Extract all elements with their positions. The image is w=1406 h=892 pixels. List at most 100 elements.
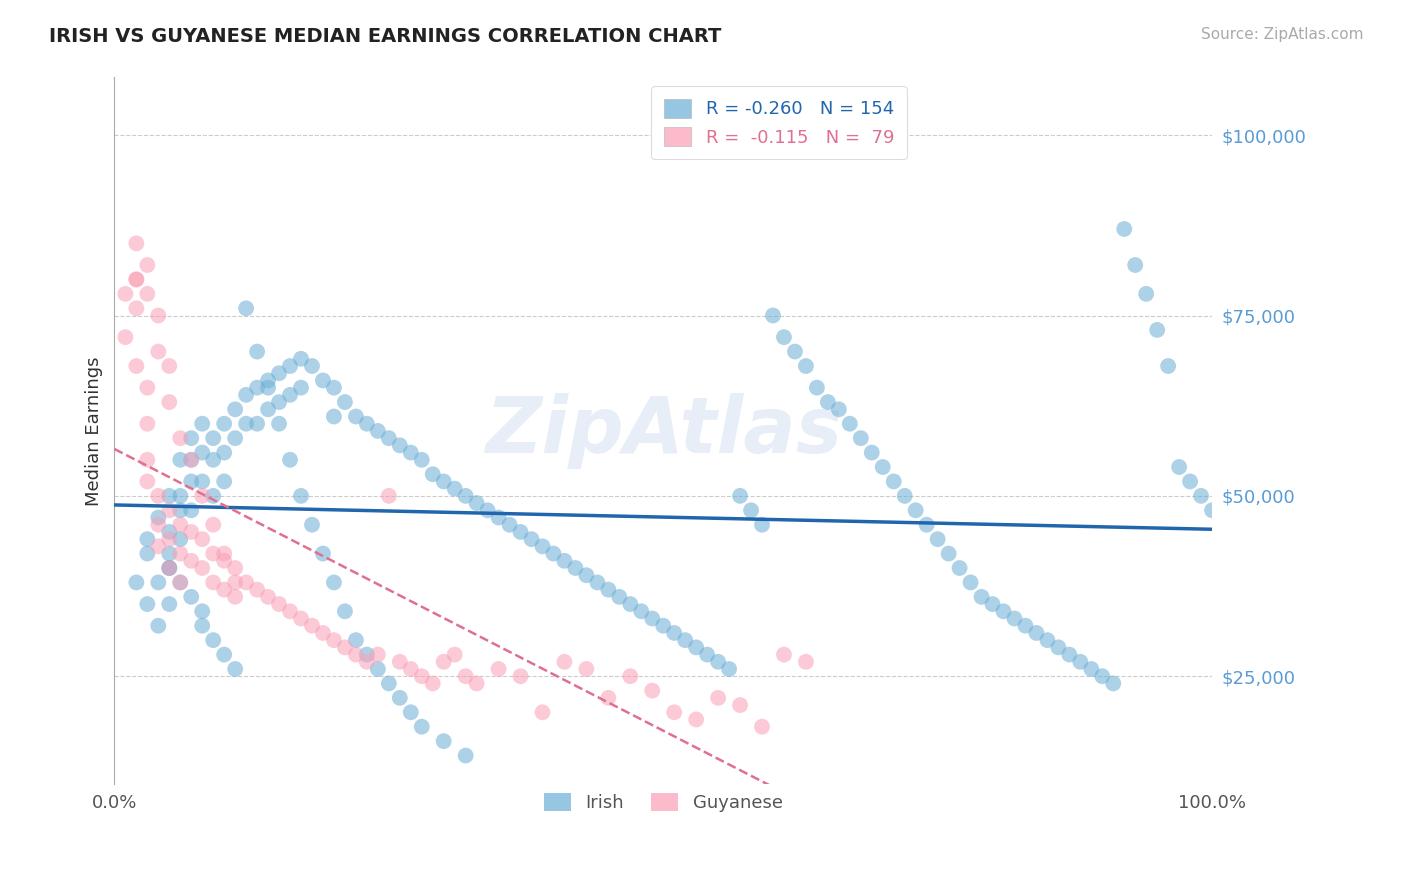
Point: [323, 409, 346, 424]
Point: [136, 417, 159, 431]
Point: [148, 489, 170, 503]
Point: [301, 618, 323, 632]
Point: [169, 503, 191, 517]
Point: [157, 561, 180, 575]
Point: [224, 561, 246, 575]
Point: [333, 395, 356, 409]
Point: [1091, 669, 1114, 683]
Point: [290, 381, 312, 395]
Point: [267, 366, 290, 380]
Point: [641, 611, 664, 625]
Point: [465, 676, 488, 690]
Point: [927, 532, 949, 546]
Point: [136, 258, 159, 272]
Point: [883, 475, 905, 489]
Point: [157, 597, 180, 611]
Point: [246, 381, 269, 395]
Point: [148, 575, 170, 590]
Point: [212, 417, 235, 431]
Point: [652, 618, 675, 632]
Point: [783, 344, 806, 359]
Point: [893, 489, 915, 503]
Point: [301, 517, 323, 532]
Text: IRISH VS GUYANESE MEDIAN EARNINGS CORRELATION CHART: IRISH VS GUYANESE MEDIAN EARNINGS CORREL…: [49, 27, 721, 45]
Point: [180, 475, 202, 489]
Point: [630, 604, 652, 618]
Point: [367, 424, 389, 438]
Point: [180, 524, 202, 539]
Point: [707, 690, 730, 705]
Text: ZipAtlas: ZipAtlas: [485, 393, 842, 469]
Point: [125, 359, 148, 373]
Point: [685, 640, 707, 655]
Point: [1201, 503, 1223, 517]
Point: [267, 417, 290, 431]
Point: [224, 662, 246, 676]
Point: [180, 452, 202, 467]
Point: [915, 517, 938, 532]
Point: [148, 309, 170, 323]
Point: [399, 662, 422, 676]
Point: [1014, 618, 1036, 632]
Point: [312, 373, 335, 387]
Point: [180, 452, 202, 467]
Point: [136, 475, 159, 489]
Point: [267, 395, 290, 409]
Point: [224, 402, 246, 417]
Point: [586, 575, 609, 590]
Point: [1157, 359, 1180, 373]
Point: [246, 417, 269, 431]
Point: [148, 517, 170, 532]
Point: [202, 489, 225, 503]
Point: [794, 655, 817, 669]
Point: [212, 547, 235, 561]
Point: [323, 575, 346, 590]
Point: [157, 561, 180, 575]
Point: [509, 524, 531, 539]
Point: [191, 561, 214, 575]
Point: [278, 452, 301, 467]
Point: [212, 582, 235, 597]
Point: [607, 590, 630, 604]
Point: [443, 482, 465, 496]
Point: [157, 395, 180, 409]
Point: [685, 713, 707, 727]
Point: [157, 359, 180, 373]
Point: [520, 532, 543, 546]
Point: [598, 690, 620, 705]
Point: [169, 452, 191, 467]
Point: [169, 575, 191, 590]
Point: [817, 395, 839, 409]
Point: [212, 445, 235, 459]
Point: [872, 460, 894, 475]
Point: [1004, 611, 1026, 625]
Point: [278, 359, 301, 373]
Point: [191, 604, 214, 618]
Point: [543, 547, 565, 561]
Point: [290, 611, 312, 625]
Point: [169, 489, 191, 503]
Point: [257, 590, 280, 604]
Point: [246, 582, 269, 597]
Point: [959, 575, 981, 590]
Point: [224, 431, 246, 445]
Point: [356, 417, 378, 431]
Point: [136, 452, 159, 467]
Point: [224, 590, 246, 604]
Point: [202, 452, 225, 467]
Point: [904, 503, 927, 517]
Point: [773, 648, 796, 662]
Point: [388, 655, 411, 669]
Point: [454, 489, 477, 503]
Point: [267, 597, 290, 611]
Point: [235, 388, 257, 402]
Point: [773, 330, 796, 344]
Point: [125, 236, 148, 251]
Point: [422, 676, 444, 690]
Point: [356, 648, 378, 662]
Point: [860, 445, 883, 459]
Point: [794, 359, 817, 373]
Point: [169, 532, 191, 546]
Point: [598, 582, 620, 597]
Point: [707, 655, 730, 669]
